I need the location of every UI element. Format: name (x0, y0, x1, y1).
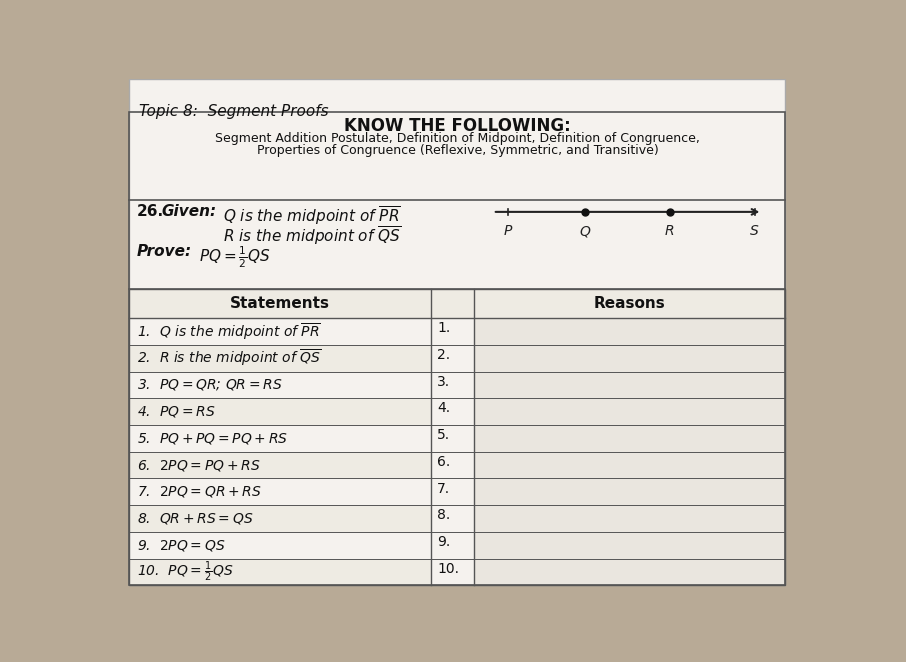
Bar (130, 505, 431, 532)
Bar (130, 289, 786, 318)
Text: 4.  $PQ = RS$: 4. $PQ = RS$ (137, 404, 216, 419)
Text: Q: Q (580, 224, 591, 238)
Text: 6.: 6. (438, 455, 450, 469)
Bar (130, 559, 431, 585)
Text: 4.: 4. (438, 401, 450, 415)
Text: Reasons: Reasons (593, 296, 665, 311)
Text: 6.  $2PQ = PQ + RS$: 6. $2PQ = PQ + RS$ (137, 457, 261, 473)
Text: P: P (504, 224, 513, 238)
Text: 8.  $QR + RS = QS$: 8. $QR + RS = QS$ (137, 511, 254, 526)
Bar (130, 532, 431, 559)
Bar (130, 479, 431, 505)
Text: R: R (665, 224, 675, 238)
Text: Properties of Congruence (Reflexive, Symmetric, and Transitive): Properties of Congruence (Reflexive, Sym… (256, 144, 659, 157)
Text: 3.  $PQ = QR$; $QR = RS$: 3. $PQ = QR$; $QR = RS$ (137, 377, 283, 393)
Text: 3.: 3. (438, 375, 450, 389)
Text: $PQ = \frac{1}{2}QS$: $PQ = \frac{1}{2}QS$ (198, 244, 271, 270)
Text: 1.  $Q$ is the midpoint of $\overline{PR}$: 1. $Q$ is the midpoint of $\overline{PR}… (137, 321, 321, 342)
Text: 5.: 5. (438, 428, 450, 442)
Text: 10.  $PQ = \frac{1}{2}QS$: 10. $PQ = \frac{1}{2}QS$ (137, 560, 234, 584)
Bar (130, 425, 431, 451)
Text: 7.: 7. (438, 481, 450, 496)
Text: Given:: Given: (161, 204, 217, 219)
Bar (130, 371, 431, 399)
Text: 7.  $2PQ = QR + RS$: 7. $2PQ = QR + RS$ (137, 485, 262, 499)
Bar (130, 451, 431, 479)
Text: Topic 8:  Segment Proofs: Topic 8: Segment Proofs (139, 104, 328, 119)
Text: 8.: 8. (438, 508, 450, 522)
Text: 1.: 1. (438, 321, 450, 335)
Bar (130, 399, 431, 425)
Text: 26.: 26. (137, 204, 164, 219)
Text: 9.: 9. (438, 535, 450, 549)
Bar (130, 345, 431, 371)
Text: 2.: 2. (438, 348, 450, 362)
Text: Segment Addition Postulate, Definition of Midpoint, Definition of Congruence,: Segment Addition Postulate, Definition o… (215, 132, 699, 145)
Text: 10.: 10. (438, 561, 459, 576)
Text: 9.  $2PQ = QS$: 9. $2PQ = QS$ (137, 538, 226, 553)
Bar (130, 318, 431, 345)
Bar (474, 289, 786, 585)
Text: S: S (750, 224, 759, 238)
Text: KNOW THE FOLLOWING:: KNOW THE FOLLOWING: (344, 117, 571, 135)
Bar (130, 289, 786, 585)
Text: 2.  $R$ is the midpoint of $\overline{QS}$: 2. $R$ is the midpoint of $\overline{QS}… (137, 348, 322, 369)
Text: 5.  $PQ + PQ = PQ + RS$: 5. $PQ + PQ = PQ + RS$ (137, 431, 288, 446)
Text: Prove:: Prove: (137, 244, 192, 260)
Text: Statements: Statements (230, 296, 331, 311)
Text: $Q$ is the midpoint of $\overline{PR}$: $Q$ is the midpoint of $\overline{PR}$ (223, 204, 401, 227)
Text: $R$ is the midpoint of $\overline{QS}$: $R$ is the midpoint of $\overline{QS}$ (223, 224, 401, 247)
